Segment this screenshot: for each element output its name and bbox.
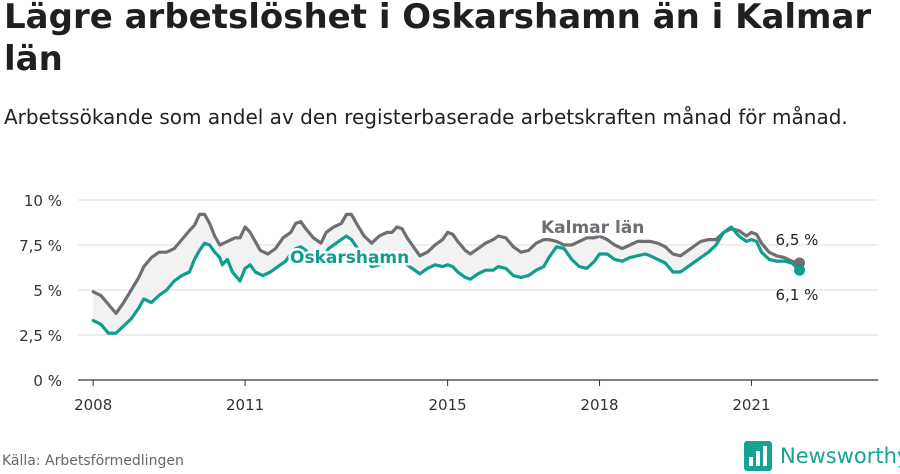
oskarshamn-series-label: Oskarshamn (290, 248, 409, 268)
y-tick-label: 10 % (24, 192, 62, 210)
y-tick-label: 0 % (33, 372, 62, 390)
x-tick-label: 2021 (732, 396, 770, 414)
y-tick-label: 2,5 % (19, 327, 62, 345)
oskarshamn-end-label: 6,1 % (776, 286, 819, 304)
chart-title: Lägre arbetslöshet i Oskarshamn än i Kal… (4, 0, 872, 79)
newsworthy-logo-icon (744, 441, 772, 471)
chart-subtitle: Arbetssökande som andel av den registerb… (4, 105, 848, 129)
brand-name: Newsworthy (780, 444, 900, 468)
kalmar-series-line (91, 212, 802, 315)
newsworthy-brand[interactable]: Newsworthy (744, 441, 900, 471)
source-note: Källa: Arbetsförmedlingen (2, 453, 184, 469)
y-tick-label: 5 % (33, 282, 62, 300)
x-tick-label: 2015 (429, 396, 467, 414)
kalmar-series-label: Kalmar län (541, 218, 644, 238)
x-tick-label: 2011 (226, 396, 264, 414)
oskarshamn-end-point (794, 264, 806, 276)
x-tick-label: 2008 (74, 396, 112, 414)
oskarshamn-series-line (91, 225, 802, 335)
kalmar-end-label: 6,5 % (776, 231, 819, 249)
y-tick-label: 7,5 % (19, 237, 62, 255)
x-tick-label: 2018 (580, 396, 618, 414)
